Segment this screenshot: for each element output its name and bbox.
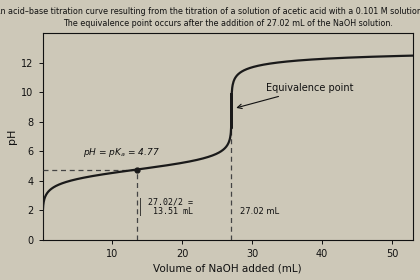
Text: |  13.51 mL: | 13.51 mL <box>138 207 193 216</box>
Title: An acid–base titration curve resulting from the titration of a solution of aceti: An acid–base titration curve resulting f… <box>0 7 420 29</box>
Text: 27.02 mL: 27.02 mL <box>240 207 279 216</box>
Text: pH = p$K_a$ = 4.77: pH = p$K_a$ = 4.77 <box>83 146 160 159</box>
Text: Equivalence point: Equivalence point <box>237 83 354 109</box>
X-axis label: Volume of NaOH added (mL): Volume of NaOH added (mL) <box>153 263 302 273</box>
Y-axis label: pH: pH <box>7 129 17 144</box>
Text: | 27.02/2 =: | 27.02/2 = <box>138 198 193 207</box>
